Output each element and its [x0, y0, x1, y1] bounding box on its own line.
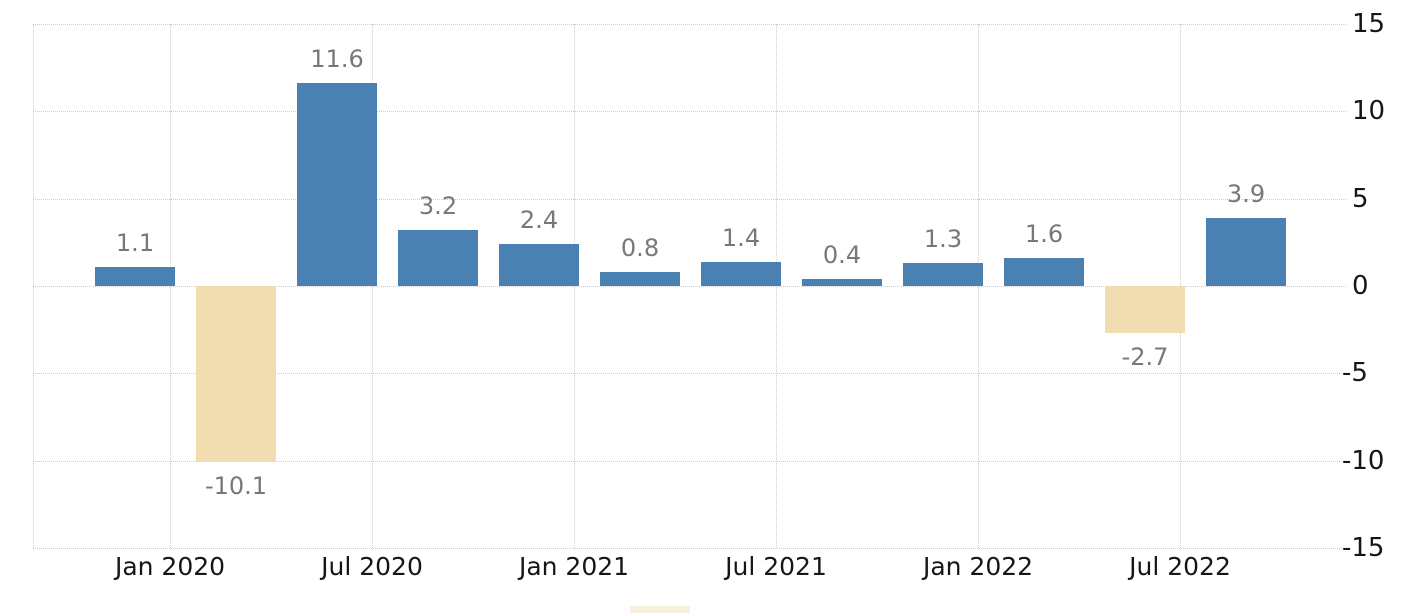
bar-q1-2020[interactable]	[95, 266, 175, 286]
y-axis-tick-label: 5	[1352, 183, 1369, 214]
gridline-vertical	[170, 24, 171, 548]
bar-q4-2021[interactable]	[802, 279, 882, 286]
bar-value-label: 11.6	[310, 45, 364, 74]
gridline-vertical	[776, 24, 777, 548]
bar-value-label: 2.4	[519, 206, 559, 235]
bar-q3-2021[interactable]	[701, 261, 781, 286]
gridline-vertical	[33, 24, 34, 548]
gridline-vertical	[978, 24, 979, 548]
bar-value-label: 1.6	[1024, 220, 1064, 249]
watermark-remnant	[630, 606, 690, 613]
bar-value-label: 0.4	[822, 241, 862, 269]
gridline-horizontal	[33, 24, 1346, 25]
bar-q3-2022[interactable]	[1105, 286, 1185, 334]
bar-q4-2020[interactable]	[398, 230, 478, 286]
y-axis-tick-label: 0	[1352, 271, 1369, 301]
bar-q1-2022[interactable]	[903, 263, 983, 286]
bar-value-label: 1.4	[721, 223, 761, 252]
bar-value-label: 1.3	[923, 225, 963, 254]
gridline-vertical	[372, 24, 373, 548]
x-axis-tick-label: Jul 2022	[1129, 552, 1231, 581]
x-axis-tick-label: Jul 2020	[321, 552, 423, 581]
bar-q2-2021[interactable]	[600, 272, 680, 286]
y-axis-tick-label: -15	[1342, 533, 1385, 563]
bar-q4-2022[interactable]	[1206, 217, 1286, 286]
bar-value-label: 3.9	[1226, 179, 1266, 208]
bar-q1-2021[interactable]	[499, 244, 579, 286]
x-axis-tick-label: Jan 2021	[518, 552, 630, 581]
y-axis-tick-label: 10	[1352, 96, 1386, 127]
y-axis-tick-label: -5	[1342, 358, 1368, 389]
bar-q3-2020[interactable]	[297, 83, 377, 286]
x-axis-tick-label: Jul 2021	[725, 552, 827, 581]
bar-value-label: 3.2	[418, 192, 458, 221]
gridline-horizontal	[33, 460, 1346, 462]
y-axis-tick-label: -10	[1342, 445, 1385, 476]
bar-value-label: -2.7	[1121, 343, 1169, 372]
bar-value-label: 0.8	[620, 234, 660, 263]
gridline-horizontal	[33, 286, 1346, 287]
gridline-horizontal	[33, 198, 1346, 200]
x-axis-tick-label: Jan 2022	[922, 552, 1034, 581]
gridline-horizontal	[33, 111, 1346, 113]
y-axis-tick-label: 15	[1352, 9, 1386, 39]
bar-q2-2020[interactable]	[196, 286, 276, 463]
x-axis-tick-label: Jan 2020	[114, 552, 226, 581]
gridline-horizontal	[33, 373, 1346, 375]
gridline-vertical	[574, 24, 575, 548]
gridline-horizontal	[33, 548, 1346, 549]
bar-value-label: 1.1	[115, 228, 155, 257]
bar-q2-2022[interactable]	[1004, 258, 1084, 286]
bar-value-label: -10.1	[204, 472, 268, 501]
